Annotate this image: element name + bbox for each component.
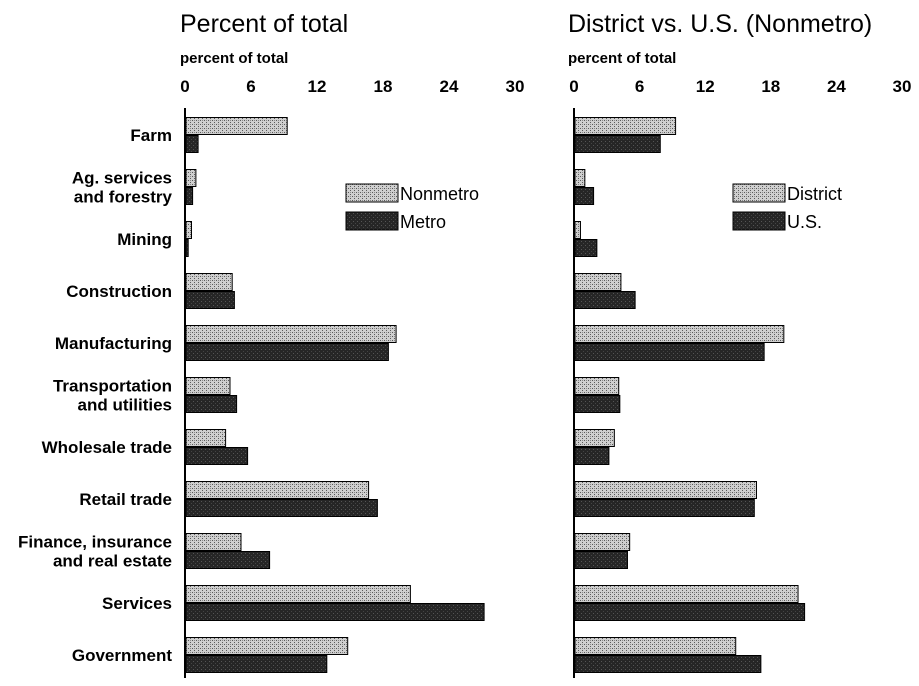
category-label: Wholesale trade [42,438,172,457]
tick-label: 18 [374,77,393,96]
bar-series1 [185,325,397,343]
bar-series2 [574,343,765,361]
legend-label-us: U.S. [787,212,822,232]
category-label: Government [72,646,172,665]
bar-series2 [574,655,762,673]
bar-series2 [574,291,636,309]
category-label: Manufacturing [55,334,172,353]
bar-series2 [185,187,194,205]
tick-labels: 0 6 12 18 24 30 [569,77,911,96]
bar-series1 [185,221,192,239]
bar-series2 [185,603,485,621]
bar-series1 [574,429,615,447]
legend-swatch-nonmetro [345,183,399,203]
tick-label: 12 [696,77,715,96]
bar-series1 [185,169,197,187]
bar-series1 [574,585,799,603]
panel-percent-of-total: Percent of total percent of total 0 6 12 18… [18,10,524,678]
bar-series1 [574,481,757,499]
bar-series1 [574,533,631,551]
tick-label: 30 [506,77,525,96]
bar-series2 [185,447,249,465]
category-label: and forestry [74,188,173,207]
category-label: Farm [130,126,172,145]
bar-series1 [574,169,586,187]
bar-series2 [574,447,610,465]
bar-series1 [574,117,677,135]
chart-title: Percent of total [180,10,348,38]
category-label: Ag. services [72,169,172,188]
category-label: Construction [66,282,172,301]
tick-label: 24 [827,77,846,96]
category-label: Mining [117,230,172,249]
bar-series1 [574,273,622,291]
tick-label: 6 [246,77,255,96]
unit-label: percent of total [180,50,288,67]
bar-series2 [185,655,328,673]
bar-series2 [574,395,621,413]
legend-swatch-metro [345,211,399,231]
tick-labels: 0 6 12 18 24 30 [180,77,524,96]
bar-series1 [574,637,737,655]
tick-label: 6 [635,77,644,96]
bar-series1 [185,481,370,499]
unit-label: percent of total [568,50,676,67]
tick-label: 12 [308,77,327,96]
bar-series2 [185,499,378,517]
legend-swatch-district [732,183,786,203]
tick-label: 18 [761,77,780,96]
panel-district-vs-us: District vs. U.S. (Nonmetro) percent of … [568,10,911,678]
chart-title: District vs. U.S. (Nonmetro) [568,10,872,38]
bar-series2 [185,395,238,413]
bars [185,117,485,673]
bar-series1 [574,325,785,343]
bar-series1 [185,117,288,135]
bar-series2 [185,135,199,153]
bar-series1 [185,585,411,603]
tick-label: 30 [893,77,912,96]
bar-series1 [185,273,233,291]
bar-series2 [185,291,235,309]
bar-series1 [185,533,242,551]
bar-series2 [185,551,271,569]
bar-series2 [574,551,628,569]
bar-series2 [574,499,755,517]
category-label: Services [102,594,172,613]
category-label: Retail trade [79,490,172,509]
bar-series1 [185,637,349,655]
legend: District U.S. [732,183,842,232]
category-label: and real estate [53,552,172,571]
legend-label-metro: Metro [400,212,446,232]
legend: Nonmetro Metro [345,183,479,232]
bar-series2 [574,239,598,257]
category-label: Transportation [53,377,172,396]
tick-label: 0 [180,77,189,96]
bar-series2 [185,343,389,361]
legend-label-district: District [787,184,842,204]
bar-series2 [574,603,806,621]
category-label: and utilities [78,396,172,415]
tick-label: 24 [440,77,459,96]
bar-series1 [574,221,581,239]
bar-series2 [574,187,595,205]
bars [574,117,806,673]
legend-swatch-us [732,211,786,231]
tick-label: 0 [569,77,578,96]
bar-series2 [185,239,189,257]
category-label: Finance, insurance [18,533,172,552]
legend-label-nonmetro: Nonmetro [400,184,479,204]
bar-series1 [574,377,620,395]
bar-series1 [185,377,231,395]
bar-series1 [185,429,227,447]
bar-series2 [574,135,661,153]
